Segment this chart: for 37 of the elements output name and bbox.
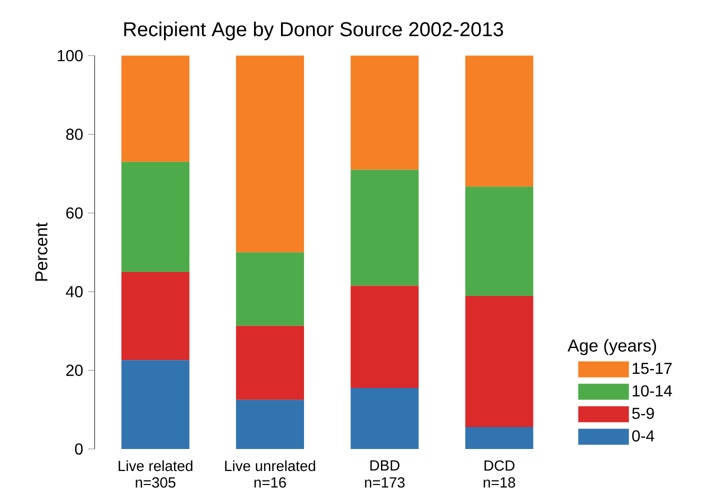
legend-label: 15-17 bbox=[632, 362, 672, 374]
text: n=18 bbox=[484, 477, 516, 488]
y-tick-label: 40 bbox=[66, 286, 83, 298]
x-tick-label: Live related bbox=[118, 460, 192, 472]
legend-label: 0-4 bbox=[632, 430, 654, 442]
bar bbox=[465, 56, 534, 187]
text: n=305 bbox=[136, 477, 176, 488]
chart-title: Recipient Age by Donor Source 2002-2013 bbox=[124, 22, 504, 40]
legend-label: 10-14 bbox=[632, 385, 672, 397]
bar bbox=[465, 186, 534, 296]
bar bbox=[236, 252, 304, 326]
bar bbox=[236, 326, 304, 400]
bar bbox=[350, 56, 419, 170]
bar bbox=[465, 296, 534, 427]
y-tick-label: 20 bbox=[66, 364, 83, 376]
y-tick-label: 80 bbox=[66, 128, 83, 140]
bar bbox=[121, 56, 190, 162]
bar bbox=[350, 388, 419, 449]
text: n=16 bbox=[254, 477, 286, 488]
bar bbox=[236, 56, 304, 252]
bar bbox=[121, 272, 190, 360]
y-tick-label: 60 bbox=[66, 207, 83, 219]
y-tick-label: 0 bbox=[75, 443, 83, 455]
y-tick-label: 100 bbox=[58, 50, 83, 62]
x-tick-label: DCD bbox=[484, 460, 514, 471]
x-tick-label: DBD bbox=[370, 460, 400, 470]
bar bbox=[236, 400, 304, 449]
x-tick-label: Live unrelated bbox=[225, 460, 316, 472]
bar bbox=[465, 426, 534, 449]
bar bbox=[121, 162, 190, 272]
bar bbox=[350, 170, 419, 286]
bar bbox=[350, 286, 419, 388]
text: n=173 bbox=[365, 477, 405, 488]
bar bbox=[121, 360, 190, 449]
legend-label: 5-9 bbox=[632, 408, 654, 420]
y-axis-title: Percent bbox=[35, 222, 48, 281]
legend-title: Age (years) bbox=[568, 338, 656, 356]
